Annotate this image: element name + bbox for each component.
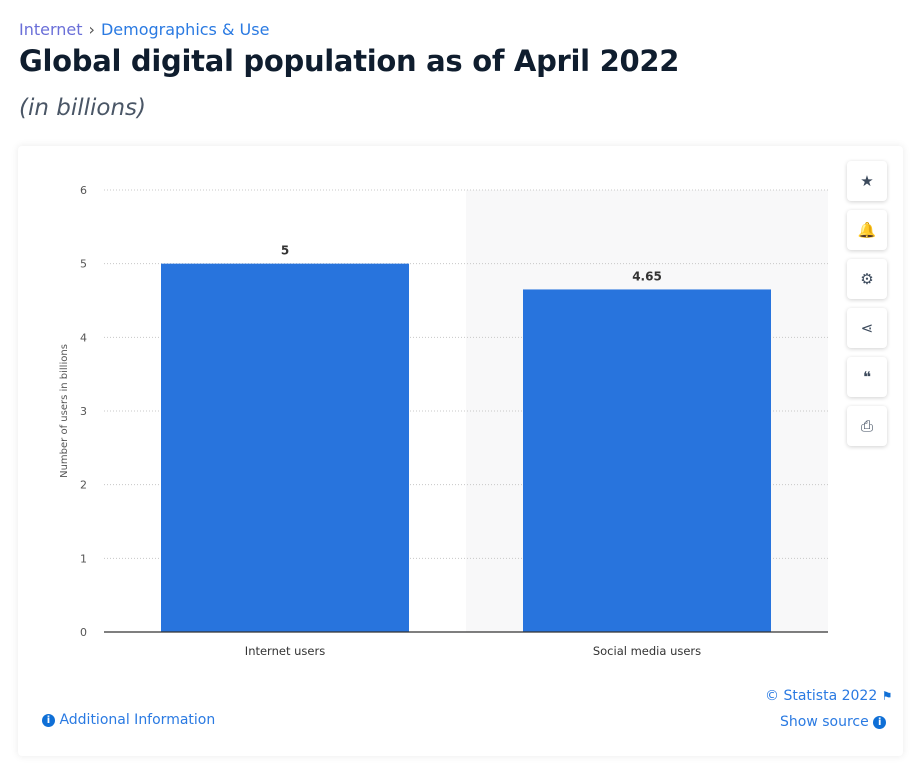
show-source-label: Show source: [780, 714, 869, 730]
breadcrumb-internet[interactable]: Internet: [19, 20, 83, 39]
x-tick-label: Internet users: [245, 644, 325, 658]
show-source-link[interactable]: Show source i: [780, 714, 887, 730]
page-subtitle: (in billions): [19, 95, 147, 121]
quote-icon: ❝: [862, 368, 872, 386]
breadcrumb-separator: ›: [88, 20, 95, 39]
chart-toolbar: ★ 🔔 ⚙ ⋖ ❝ ⎙: [847, 161, 887, 455]
y-axis-label: Number of users in billions: [59, 344, 70, 478]
bar-0: [161, 263, 409, 632]
star-icon: ★: [860, 172, 874, 190]
bar-1: [523, 289, 771, 632]
print-button[interactable]: ⎙: [847, 406, 887, 446]
bell-icon: 🔔: [857, 221, 877, 239]
y-tick-label: 0: [80, 626, 87, 639]
breadcrumb: Internet › Demographics & Use: [19, 20, 269, 39]
flag-icon: ⚑: [881, 689, 893, 703]
info-icon: i: [42, 714, 55, 727]
additional-information-label: Additional Information: [59, 712, 216, 728]
data-label: 4.65: [632, 269, 662, 283]
y-tick-label: 3: [80, 405, 87, 418]
additional-information-link[interactable]: i Additional Information: [42, 712, 215, 728]
y-tick-label: 4: [80, 331, 87, 344]
printer-icon: ⎙: [860, 417, 873, 435]
settings-button[interactable]: ⚙: [847, 259, 887, 299]
notification-button[interactable]: 🔔: [847, 210, 887, 250]
y-tick-label: 5: [80, 258, 87, 271]
y-tick-label: 2: [80, 479, 87, 492]
breadcrumb-demographics[interactable]: Demographics & Use: [100, 20, 270, 39]
share-icon: ⋖: [860, 319, 874, 337]
y-tick-label: 1: [80, 552, 87, 565]
copyright[interactable]: © Statista 2022 ⚑: [765, 688, 892, 704]
share-button[interactable]: ⋖: [847, 308, 887, 348]
gear-icon: ⚙: [860, 270, 874, 288]
favorite-button[interactable]: ★: [847, 161, 887, 201]
info-icon: i: [873, 716, 887, 729]
page-title: Global digital population as of April 20…: [19, 44, 680, 78]
y-tick-label: 6: [80, 184, 87, 197]
data-label: 5: [281, 244, 289, 258]
x-tick-label: Social media users: [593, 644, 701, 658]
cite-button[interactable]: ❝: [847, 357, 887, 397]
copyright-text: © Statista 2022: [765, 688, 878, 704]
